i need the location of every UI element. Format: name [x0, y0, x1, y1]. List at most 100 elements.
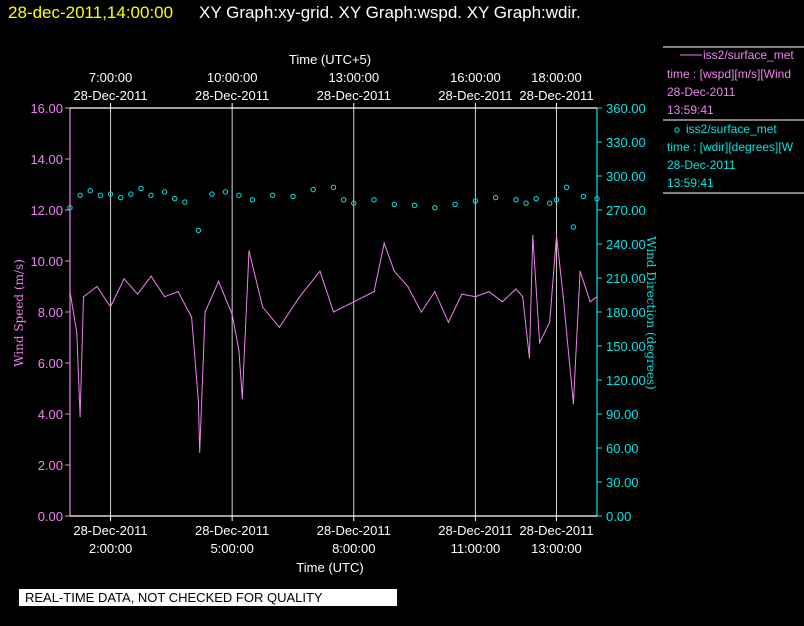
legend-wspd-time: 13:59:41	[667, 103, 714, 117]
point-wspd	[248, 250, 250, 252]
left-tick-label: 10.00	[30, 254, 63, 269]
right-tick-label: 270.00	[606, 203, 646, 218]
top-tick-time: 13:00:00	[328, 70, 379, 85]
point-wdir	[269, 192, 276, 198]
point-wspd	[528, 357, 531, 359]
point-wspd	[420, 311, 422, 313]
legend-wspd-date: 28-Dec-2011	[667, 85, 736, 99]
point-wdir	[432, 205, 438, 211]
point-wspd	[488, 291, 490, 293]
point-wdir	[290, 193, 296, 200]
legend-wspd-title: iss2/surface_met	[703, 48, 794, 62]
point-wdir	[195, 227, 202, 234]
top-axis-title: Time (UTC+5)	[289, 52, 371, 67]
point-wspd	[261, 306, 264, 308]
point-wspd	[579, 270, 581, 272]
point-wspd	[474, 296, 476, 298]
point-wspd	[522, 296, 524, 298]
right-tick-label: 300.00	[606, 169, 646, 184]
right-tick-label: 90.00	[606, 407, 639, 422]
bottom-tick-time: 2:00:00	[89, 541, 132, 556]
point-wdir	[182, 199, 188, 205]
legend-wspd-var: time : [wspd][m/s][Wind	[667, 67, 791, 81]
point-wspd	[96, 285, 98, 288]
point-wspd	[596, 296, 598, 298]
point-wdir	[222, 189, 229, 195]
point-wdir	[513, 197, 519, 203]
point-wdir	[411, 202, 418, 209]
point-wspd	[434, 291, 436, 293]
bottom-tick-time: 13:00:00	[531, 541, 582, 556]
data-series	[67, 184, 600, 453]
point-wdir	[523, 200, 529, 206]
tick-labels: 0.00 2.00 4.00 6.00 8.00 10.00 12.00 14.00 16.00…	[30, 70, 645, 556]
right-tick-label: 210.00	[606, 271, 646, 286]
point-wdir	[128, 191, 134, 197]
legend: iss2/surface_met time : [wspd][m/s][Wind…	[663, 46, 804, 194]
right-tick-label: 180.00	[606, 305, 646, 320]
point-wspd	[501, 301, 504, 303]
point-wspd	[353, 301, 355, 303]
top-tick-date: 28-Dec-2011	[73, 88, 147, 103]
point-wspd	[191, 316, 193, 318]
point-wspd	[241, 398, 243, 400]
point-wdir	[148, 192, 154, 198]
left-tick-label: 6.00	[38, 356, 63, 371]
right-tick-label: 240.00	[606, 237, 646, 252]
right-tick-label: 150.00	[606, 339, 646, 354]
point-wspd	[69, 291, 71, 293]
point-wspd	[549, 321, 551, 323]
point-wdir	[97, 192, 104, 198]
point-wdir	[553, 197, 560, 203]
point-wdir	[330, 184, 337, 191]
point-wdir	[570, 224, 577, 230]
series-line-wspd	[69, 235, 598, 453]
point-wdir	[547, 200, 553, 206]
point-wdir	[533, 195, 539, 202]
point-wspd	[82, 296, 85, 298]
top-tick-date: 28-Dec-2011	[317, 88, 391, 103]
right-tick-label: 0.00	[606, 509, 631, 524]
point-wdir	[209, 191, 215, 197]
point-wdir	[249, 197, 256, 203]
point-wdir	[236, 192, 242, 198]
right-tick-label: 120.00	[606, 373, 646, 388]
point-wdir	[472, 198, 479, 204]
right-axis-title: Wind Direction (degrees)	[644, 236, 658, 390]
timestamp-header: 28-dec-2011,14:00:00	[8, 3, 173, 22]
point-wdir	[594, 195, 600, 202]
point-wdir	[117, 194, 124, 201]
right-tick-label: 330.00	[606, 135, 646, 150]
bottom-tick-date: 28-Dec-2011	[438, 523, 512, 538]
point-wspd	[163, 296, 166, 298]
top-tick-date: 28-Dec-2011	[438, 88, 512, 103]
point-wdir	[351, 200, 357, 206]
graph-list-header: XY Graph:xy-grid. XY Graph:wspd. XY Grap…	[199, 3, 581, 22]
point-wspd	[407, 285, 409, 288]
point-wspd	[319, 270, 321, 272]
point-wspd	[123, 278, 125, 280]
bottom-tick-date: 28-Dec-2011	[195, 523, 269, 538]
point-wdir	[161, 189, 168, 195]
point-wspd	[447, 321, 449, 323]
point-wspd	[199, 451, 201, 453]
point-wdir	[563, 184, 570, 191]
quality-notice-box	[19, 589, 397, 606]
grid-lines	[110, 108, 557, 516]
point-wdir	[172, 195, 178, 202]
left-tick-label: 4.00	[38, 407, 63, 422]
point-wdir	[340, 197, 347, 203]
point-wspd	[538, 342, 541, 344]
point-wspd	[109, 306, 112, 308]
bottom-tick-date: 28-Dec-2011	[73, 523, 147, 538]
bottom-tick-time: 11:00:00	[451, 541, 501, 556]
point-wspd	[572, 403, 574, 405]
point-wspd	[177, 291, 179, 293]
bottom-tick-date: 28-Dec-2011	[317, 523, 391, 538]
bottom-tick-date: 28-Dec-2011	[519, 523, 593, 538]
point-wdir	[452, 201, 458, 208]
point-wspd	[204, 311, 206, 313]
point-wspd	[383, 242, 385, 244]
top-tick-time: 18:00:00	[531, 70, 582, 85]
